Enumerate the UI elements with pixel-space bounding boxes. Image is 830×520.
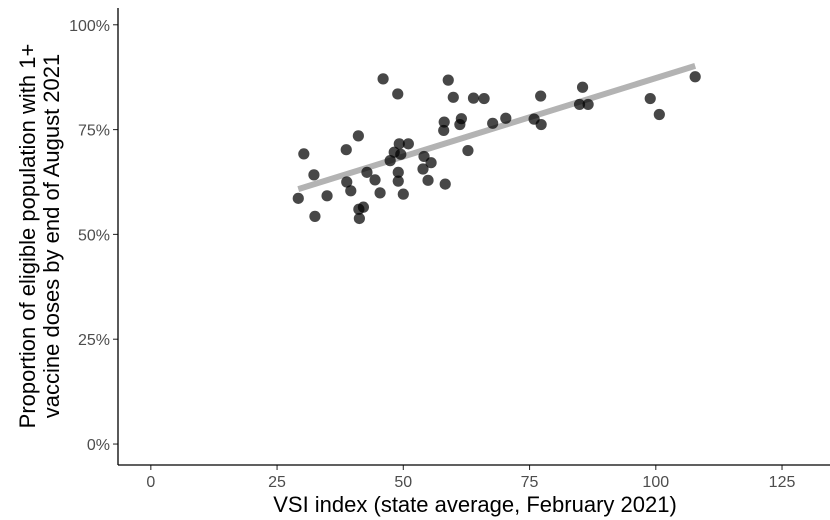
trend-line-layer bbox=[297, 62, 697, 192]
data-point bbox=[392, 175, 404, 187]
data-point bbox=[352, 130, 364, 142]
data-point bbox=[576, 81, 589, 93]
y-tick-label: 50% bbox=[78, 227, 110, 244]
x-tick-label: 50 bbox=[394, 474, 412, 491]
data-point bbox=[535, 90, 547, 102]
data-point bbox=[298, 148, 310, 160]
x-tick-label: 25 bbox=[268, 474, 286, 491]
y-axis-title-line-1: Proportion of eligible population with 1… bbox=[15, 44, 40, 429]
y-axis-ticks: 0% 25% 50% 75% 100% bbox=[69, 18, 118, 454]
data-point bbox=[395, 148, 407, 160]
x-tick-label: 125 bbox=[769, 474, 796, 491]
data-point bbox=[439, 178, 451, 190]
data-point bbox=[340, 144, 352, 156]
data-point bbox=[357, 201, 370, 213]
data-point bbox=[644, 92, 656, 105]
data-point bbox=[321, 190, 333, 202]
data-point bbox=[393, 138, 405, 150]
data-point bbox=[361, 166, 373, 178]
y-axis-title-line-2: vaccine doses by end of August 2021 bbox=[39, 54, 64, 418]
data-point bbox=[374, 187, 386, 199]
y-tick-label: 75% bbox=[78, 123, 110, 140]
data-point bbox=[292, 192, 304, 204]
data-point bbox=[353, 212, 365, 225]
x-axis-ticks: 0 25 50 75 100 125 bbox=[146, 465, 795, 491]
data-points bbox=[292, 71, 701, 225]
data-point bbox=[467, 92, 480, 104]
data-point bbox=[308, 169, 320, 181]
data-point bbox=[392, 166, 404, 178]
data-point bbox=[442, 74, 454, 86]
data-point bbox=[462, 144, 474, 157]
data-point bbox=[384, 155, 396, 167]
y-tick-label: 100% bbox=[69, 18, 110, 35]
data-point bbox=[369, 174, 381, 186]
x-tick-label: 75 bbox=[521, 474, 539, 491]
data-point bbox=[535, 118, 547, 131]
data-point bbox=[341, 176, 353, 188]
data-point bbox=[345, 185, 357, 197]
data-point bbox=[500, 112, 512, 124]
y-tick-label: 25% bbox=[78, 332, 110, 349]
data-point bbox=[582, 98, 594, 111]
data-point bbox=[573, 98, 586, 111]
data-point bbox=[397, 188, 409, 200]
data-point bbox=[653, 108, 665, 121]
y-tick-label: 0% bbox=[87, 437, 110, 454]
data-point bbox=[309, 210, 321, 222]
data-point bbox=[417, 163, 429, 175]
y-axis-title: Proportion of eligible population with 1… bbox=[15, 44, 64, 429]
trend-line bbox=[297, 62, 697, 192]
x-axis-title: VSI index (state average, February 2021) bbox=[273, 492, 677, 517]
data-point bbox=[438, 116, 450, 128]
data-point bbox=[402, 138, 414, 150]
data-point bbox=[422, 174, 434, 186]
data-point bbox=[447, 91, 459, 103]
data-point bbox=[392, 88, 404, 100]
x-tick-label: 100 bbox=[642, 474, 669, 491]
data-point bbox=[487, 117, 499, 129]
data-point bbox=[455, 113, 467, 125]
data-point bbox=[689, 71, 701, 83]
data-point bbox=[438, 124, 450, 137]
data-point bbox=[478, 92, 490, 105]
data-point bbox=[377, 73, 389, 85]
data-point bbox=[425, 157, 437, 169]
x-tick-label: 0 bbox=[146, 474, 155, 491]
